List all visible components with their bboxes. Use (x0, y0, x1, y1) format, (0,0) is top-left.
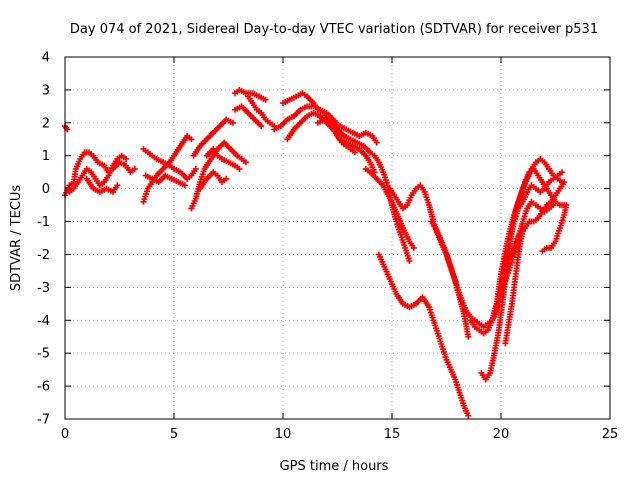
x-tick-label: 25 (602, 427, 619, 442)
data-point (258, 123, 265, 130)
data-point (351, 149, 358, 156)
series-arc-16 (271, 103, 380, 146)
y-tick-label: -3 (37, 281, 50, 296)
series-arc-6 (140, 146, 199, 182)
y-tick-label: -2 (37, 248, 50, 263)
series-arc-18 (314, 116, 413, 264)
y-tick-label: -1 (37, 215, 50, 230)
y-tick-label: 3 (42, 83, 50, 98)
data-point (181, 182, 188, 189)
data-point (519, 228, 526, 235)
x-tick-label: 10 (275, 427, 292, 442)
data-point (188, 136, 195, 143)
x-tick-label: 20 (493, 427, 510, 442)
data-point (123, 156, 129, 162)
data-point (192, 165, 199, 172)
y-tick-label: 0 (42, 182, 50, 197)
series-arc-5 (140, 133, 195, 205)
axis-ticks (64, 56, 611, 420)
data-point (465, 412, 472, 419)
data-point (223, 175, 230, 182)
y-axis-label: SDTVAR / TECUs (9, 185, 24, 292)
y-tick-label: 4 (42, 51, 50, 66)
y-tick-label: 2 (42, 116, 50, 131)
data-point (242, 159, 249, 166)
data-point (114, 182, 121, 189)
x-tick-label: 0 (61, 427, 69, 442)
data-point (262, 96, 269, 103)
data-point (410, 244, 417, 251)
y-tick-label: -6 (37, 380, 50, 395)
series-arc-12 (232, 86, 269, 103)
series-arc-2 (66, 152, 129, 195)
series-arc-3 (62, 123, 71, 133)
series-arc-27 (493, 198, 557, 311)
series-arc-14 (245, 93, 278, 130)
series-arc-17 (284, 109, 378, 176)
y-tick-label: -4 (37, 314, 50, 329)
series-arc-21 (375, 251, 472, 419)
data-point (236, 165, 243, 172)
plot-frame (64, 56, 611, 420)
series-arc-28 (502, 228, 526, 347)
x-tick-label: 5 (170, 427, 178, 442)
series-arc-9 (190, 116, 236, 159)
series-arc-29 (539, 202, 570, 255)
x-axis-label: GPS time / hours (280, 459, 389, 474)
x-tick-label: 15 (384, 427, 401, 442)
data-point (406, 258, 413, 264)
data-point (373, 139, 380, 146)
data-point (465, 333, 472, 340)
series-arc-20 (386, 182, 472, 340)
data-point (131, 165, 138, 172)
y-tick-label: -7 (37, 413, 50, 428)
series-arc-26 (498, 169, 565, 291)
series-arc-11 (203, 146, 243, 172)
y-tick-label: -5 (37, 347, 50, 362)
y-tick-label: 1 (42, 149, 50, 164)
data-point (563, 202, 570, 209)
series-arc-7 (142, 172, 188, 189)
chart-title: Day 074 of 2021, Sidereal Day-to-day VTE… (70, 22, 598, 37)
data-point (229, 119, 236, 126)
series-arc-10 (197, 169, 230, 192)
data-marks (62, 86, 570, 419)
series-arc-13 (232, 103, 265, 130)
grid (65, 57, 610, 419)
data-point (561, 179, 568, 186)
series-arc-19 (362, 165, 417, 251)
data-point (550, 202, 557, 209)
tick-labels: 0 5 10 15 20 25 -7 -6 -5 -4 -3 -2 -1 0 1 2 3 4 (37, 51, 618, 443)
series-arc-4 (83, 175, 121, 195)
series-arc-1 (62, 149, 138, 199)
data-point (559, 169, 565, 176)
